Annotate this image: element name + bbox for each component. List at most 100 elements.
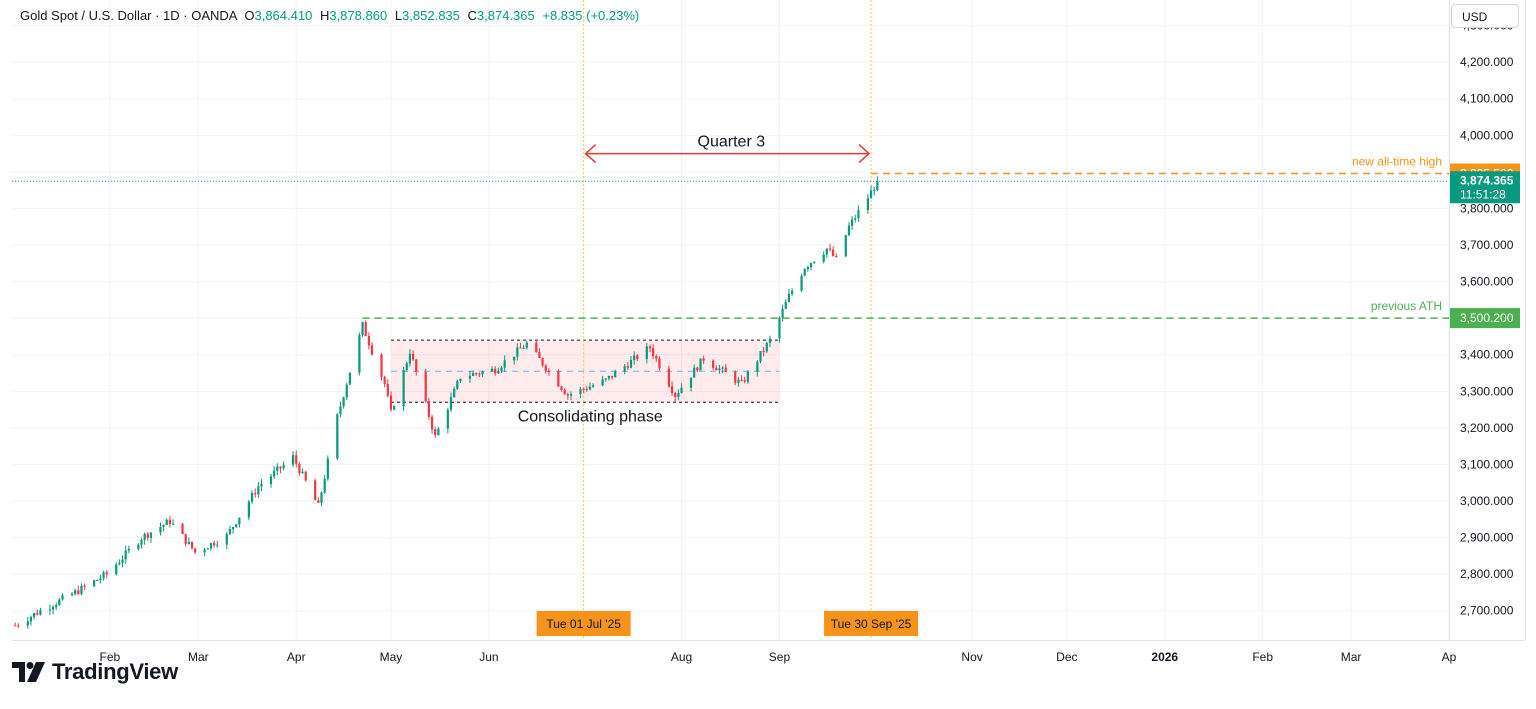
overlays-back [12,0,1449,640]
time-axis: Feb Mar Apr May Jun Aug Sep Nov Dec 2026 Feb Mar Ap T… [12,611,1525,664]
candle-up [869,190,873,199]
symbol-legend[interactable]: Gold Spot / U.S. Dollar · 1D · OANDA O3,… [20,8,639,23]
candle-up [866,198,869,211]
currency-button[interactable]: USD [1451,4,1519,28]
candle-down [610,375,614,378]
candle-up [844,235,847,257]
tradingview-brand[interactable]: TradingView [12,658,178,686]
quarter-label: Quarter 3 [698,134,766,151]
candle-up [607,375,611,379]
time-tick-label: Nov [961,650,982,664]
candle-up [55,605,58,608]
candle-up [216,544,219,546]
candle-down [14,625,17,627]
price-tick-label: 3,300.000 [1460,384,1514,398]
candle-up [446,409,449,429]
candle-up [402,370,405,407]
candle-down [658,358,661,369]
candle-down [190,541,194,549]
candle-up [393,406,396,410]
candle-up [80,585,83,595]
candle-up [579,388,582,395]
candle-up [247,501,250,518]
candle-up [345,384,348,398]
candle-up [850,219,854,226]
candle-up [809,263,813,268]
candle-up [525,342,528,348]
candle-up [699,358,702,371]
candle-up [857,210,860,219]
candle-up [459,378,462,382]
candle-up [140,539,143,545]
price-tick-label: 3,100.000 [1460,457,1514,471]
candle-up [825,248,828,255]
candle-up [522,347,525,349]
close-label: C [467,8,477,23]
candle-down [712,360,715,368]
current-price-countdown: 11:51:28 [1460,187,1506,201]
candle-up [633,355,636,360]
tradingview-logo-icon [12,662,45,682]
candle-up [468,375,472,379]
close-value: 3,874.365 [476,8,535,23]
candle-up [115,564,118,575]
candle-down [626,366,629,368]
candle-down [168,519,172,524]
candle-up [339,406,342,415]
candle-up [260,484,263,487]
candle-down [364,322,367,337]
candle-down [213,543,216,546]
candle-down [389,395,393,410]
price-tick-label: 3,000.000 [1460,494,1514,508]
candle-up [768,338,772,343]
candle-up [203,549,206,553]
candle-up [873,190,876,192]
previous-ath-label: previous ATH [1371,299,1442,313]
candle-up [118,562,121,565]
candle-up [206,548,209,550]
candle-up [358,334,361,373]
candle-down [298,463,301,474]
candle-down [380,354,383,377]
candle-up [781,308,784,318]
candle-down [317,500,320,503]
candle-down [304,471,307,481]
candle-down [17,625,20,627]
candle-down [254,493,257,495]
low-label: L [394,8,403,23]
candle-down [83,585,86,587]
candle-up [301,471,304,474]
candle-down [724,367,727,372]
candle-up [803,269,806,276]
candle-up [70,593,74,596]
candle-down [184,534,187,544]
price-axis: 2,700.000 2,800.000 2,900.000 3,000.000 3,10… [1449,0,1536,704]
candle-up [326,458,329,479]
candle-up [102,572,105,579]
candle-up [453,388,456,398]
candle-up [604,378,607,380]
candle-up [790,290,794,294]
candle-down [674,393,677,397]
time-tick-label: Apr [287,650,306,664]
candle-up [601,379,604,386]
candle-up [813,261,816,264]
candle-up [187,541,190,544]
candle-up [165,519,168,526]
candle-down [538,351,541,359]
candle-up [127,548,130,551]
candle-down [411,353,415,360]
time-tick-label: May [380,650,403,664]
consolidation-label: Consolidating phase [518,408,663,425]
candle-up [689,377,693,388]
candle-up [282,464,285,469]
symbol-name[interactable]: Gold Spot / U.S. Dollar · 1D · OANDA [20,8,237,23]
candle-down [494,368,497,374]
candle-up [800,275,803,291]
candle-up [513,356,516,361]
candle-up [677,392,680,397]
candle-up [238,517,241,525]
candle-down [702,358,705,361]
